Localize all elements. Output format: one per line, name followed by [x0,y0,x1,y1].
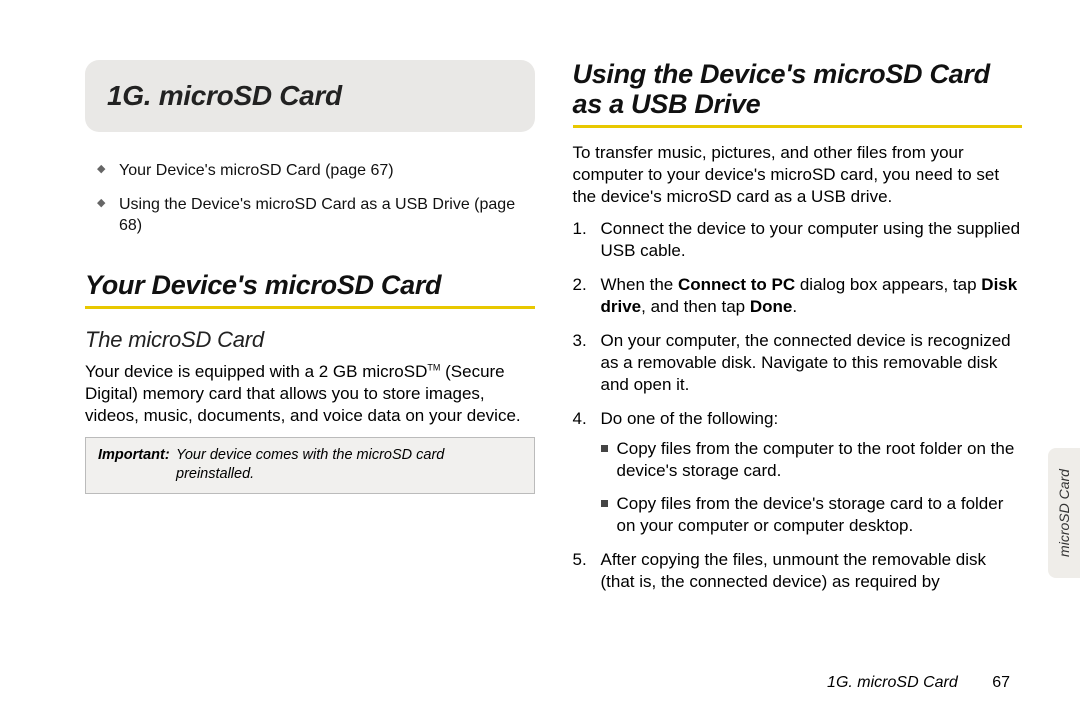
step-text: Do one of the following: [601,409,779,428]
step-item: Do one of the following: Copy files from… [597,408,1023,536]
sub-bullet: Copy files from the computer to the root… [601,438,1023,482]
footer-chapter-title: 1G. microSD Card [827,674,958,691]
step-text: When the [601,275,679,294]
numbered-steps: Connect the device to your computer usin… [597,218,1023,593]
ui-term: Done [750,297,793,316]
page-number: 67 [992,674,1010,691]
section-heading-wrap: Your Device's microSD Card [85,271,535,310]
step-item: On your computer, the connected device i… [597,330,1023,396]
step-item: Connect the device to your computer usin… [597,218,1023,262]
note-label: Important: [98,446,176,485]
step-text: . [792,297,797,316]
page-footer: 1G. microSD Card 67 [827,674,1010,692]
ui-term: Connect to PC [678,275,795,294]
step-text: dialog box appears, tap [795,275,981,294]
right-column: Using the Device's microSD Card as a USB… [573,60,1023,605]
toc-item: Using the Device's microSD Card as a USB… [97,194,535,237]
manual-page: 1G. microSD Card Your Device's microSD C… [0,0,1080,720]
chapter-title-box: 1G. microSD Card [85,60,535,132]
two-column-layout: 1G. microSD Card Your Device's microSD C… [85,60,1022,605]
section-heading: Using the Device's microSD Card as a USB… [573,60,1023,119]
section-heading-wrap: Using the Device's microSD Card as a USB… [573,60,1023,128]
body-paragraph: To transfer music, pictures, and other f… [573,142,1023,207]
step-item: When the Connect to PC dialog box appear… [597,274,1023,318]
chapter-toc: Your Device's microSD Card (page 67) Usi… [97,160,535,237]
sub-bullets: Copy files from the computer to the root… [601,438,1023,536]
section-heading: Your Device's microSD Card [85,271,535,301]
para-text: Your device is equipped with a 2 GB micr… [85,362,427,381]
step-text: , and then tap [641,297,750,316]
body-paragraph: Your device is equipped with a 2 GB micr… [85,361,535,426]
heading-underline [573,125,1023,128]
thumb-tab: microSD Card [1048,448,1080,578]
heading-underline [85,306,535,309]
left-column: 1G. microSD Card Your Device's microSD C… [85,60,535,605]
important-note-box: Important: Your device comes with the mi… [85,437,535,494]
subsection-heading: The microSD Card [85,327,535,353]
toc-item: Your Device's microSD Card (page 67) [97,160,535,182]
sub-bullet: Copy files from the device's storage car… [601,493,1023,537]
trademark-symbol: TM [427,363,440,373]
note-text: Your device comes with the microSD card … [176,446,522,485]
chapter-title: 1G. microSD Card [107,80,513,112]
thumb-tab-label: microSD Card [1056,469,1072,557]
step-item: After copying the files, unmount the rem… [597,549,1023,593]
